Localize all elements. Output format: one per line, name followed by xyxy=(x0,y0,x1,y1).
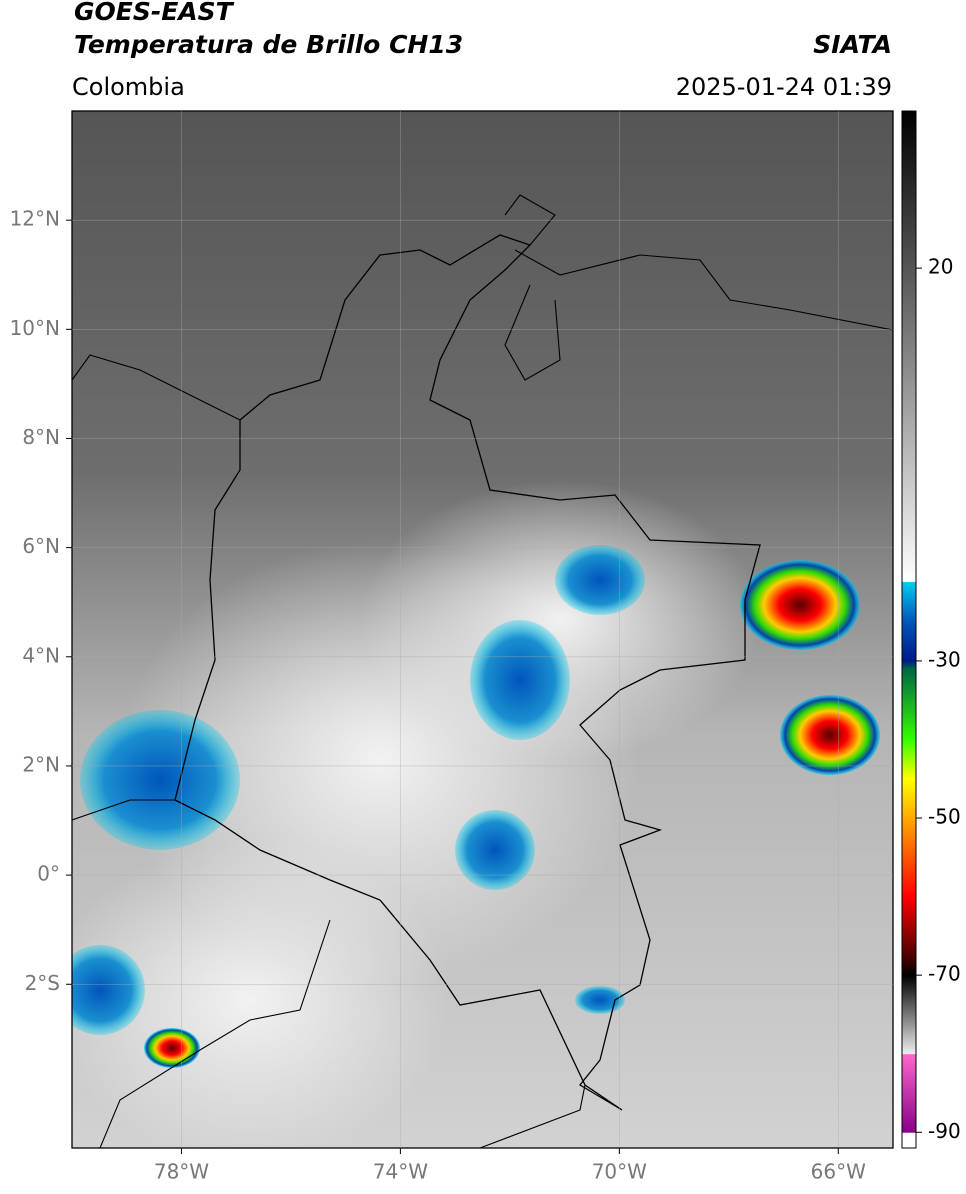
lon-tick-label: 78°W xyxy=(154,1160,209,1184)
source: SIATA xyxy=(813,30,892,59)
cold-cloud xyxy=(455,810,535,890)
imagery xyxy=(72,111,893,1148)
cold-cloud xyxy=(72,945,145,1035)
lon-tick-label: 70°W xyxy=(592,1160,647,1184)
satellite: GOES-EAST xyxy=(74,0,235,26)
cold-cloud xyxy=(470,620,570,740)
cloud xyxy=(360,480,760,760)
lat-tick-label: 2°S xyxy=(25,971,60,995)
region: Colombia xyxy=(72,73,185,101)
lon-tick-label: 66°W xyxy=(811,1160,866,1184)
lat-tick-label: 8°N xyxy=(22,425,60,449)
colorbar-tick-label: -90 xyxy=(928,1119,961,1143)
cold-cloud xyxy=(80,710,240,850)
lat-tick-label: 6°N xyxy=(22,534,60,558)
datetime: 2025-01-24 01:39 xyxy=(676,73,892,101)
cold-cloud xyxy=(555,545,645,615)
storm xyxy=(144,1028,200,1068)
cold-cloud xyxy=(575,986,625,1014)
lat-tick-label: 4°N xyxy=(22,643,60,667)
colorbar-tick-label: 20 xyxy=(928,255,953,279)
lat-tick-label: 12°N xyxy=(10,207,60,231)
lat-tick-label: 10°N xyxy=(10,316,60,340)
colorbar xyxy=(901,110,917,1149)
colorbar-tick-label: -70 xyxy=(928,962,961,986)
colorbar-tick-label: -50 xyxy=(928,805,961,829)
product: Temperatura de Brillo CH13 xyxy=(74,30,463,59)
lat-tick-label: 2°N xyxy=(22,752,60,776)
lat-tick-label: 0° xyxy=(37,862,60,886)
colorbar-tick-label: -30 xyxy=(928,647,961,671)
border xyxy=(72,194,893,1148)
storm xyxy=(780,695,880,775)
storm xyxy=(740,560,860,650)
lon-tick-label: 74°W xyxy=(373,1160,428,1184)
map-frame xyxy=(71,110,894,1149)
